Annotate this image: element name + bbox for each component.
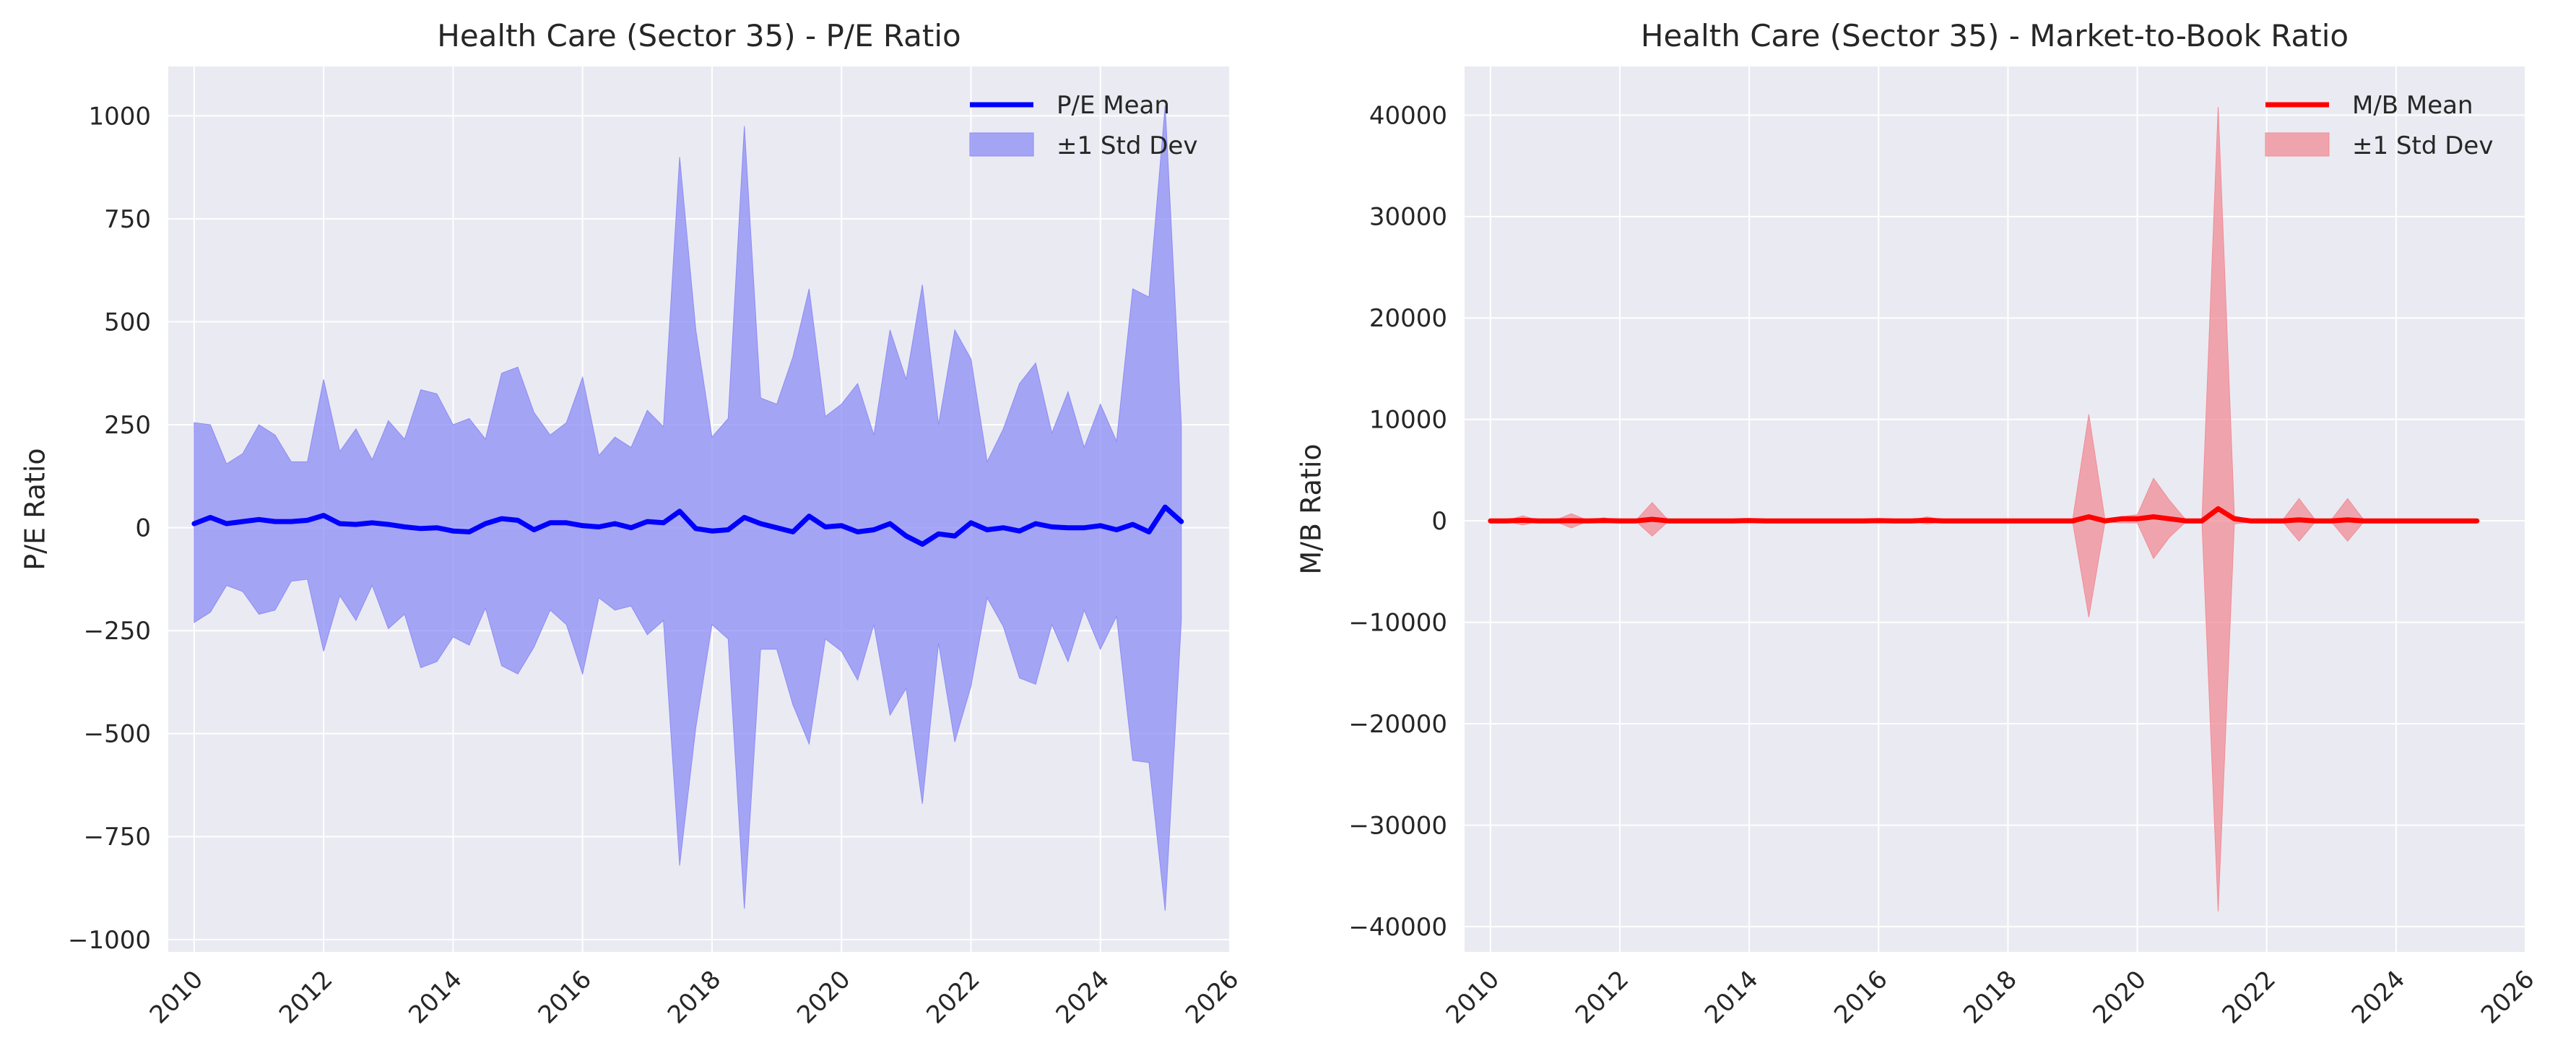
y-tick-label: −750 bbox=[84, 823, 151, 852]
y-tick-label: 0 bbox=[1431, 507, 1447, 536]
std-dev-band bbox=[194, 105, 1182, 911]
mb-ratio-chart: Health Care (Sector 35) - Market-to-Book… bbox=[1295, 18, 2540, 1030]
y-tick-label: −500 bbox=[84, 720, 151, 749]
plot-area bbox=[1465, 66, 2525, 952]
x-tick-label: 2010 bbox=[1441, 965, 1505, 1029]
y-tick-label: −40000 bbox=[1348, 913, 1447, 942]
y-tick-label: −1000 bbox=[68, 926, 151, 955]
y-tick-label: 40000 bbox=[1369, 101, 1447, 130]
x-tick-label: 2024 bbox=[1051, 965, 1115, 1029]
y-tick-label: −250 bbox=[84, 617, 151, 646]
x-tick-label: 2014 bbox=[1699, 965, 1764, 1029]
y-tick-label: 250 bbox=[104, 411, 151, 440]
legend: M/B Mean ±1 Std Dev bbox=[2265, 91, 2493, 160]
mean-line bbox=[191, 504, 1184, 547]
legend-label-std: ±1 Std Dev bbox=[1057, 131, 1197, 160]
legend: P/E Mean ±1 Std Dev bbox=[969, 91, 1197, 160]
y-tick-label: −20000 bbox=[1348, 710, 1447, 739]
y-axis-label: M/B Ratio bbox=[1295, 443, 1327, 574]
y-tick-label: −30000 bbox=[1348, 811, 1447, 840]
y-tick-label: 10000 bbox=[1369, 406, 1447, 435]
x-tick-label: 2022 bbox=[2217, 965, 2281, 1029]
y-tick-label: 30000 bbox=[1369, 203, 1447, 232]
plot-series bbox=[191, 105, 1184, 911]
grid bbox=[1465, 66, 2526, 952]
x-tick-label: 2026 bbox=[2476, 965, 2540, 1029]
legend-label-mean: M/B Mean bbox=[2352, 91, 2473, 120]
x-tick-label: 2026 bbox=[1180, 965, 1244, 1029]
legend-swatch-std bbox=[2265, 132, 2330, 157]
y-tick-label: 500 bbox=[104, 308, 151, 337]
pe-ratio-chart: Health Care (Sector 35) - P/E Ratio P/E … bbox=[19, 18, 1244, 1030]
x-tick-label: 2016 bbox=[533, 965, 597, 1029]
legend-label-std: ±1 Std Dev bbox=[2352, 131, 2493, 160]
x-tick-label: 2020 bbox=[792, 965, 856, 1029]
y-tick-label: 1000 bbox=[88, 102, 151, 131]
x-tick-label: 2018 bbox=[1958, 965, 2022, 1029]
chart-title: Health Care (Sector 35) - P/E Ratio bbox=[437, 18, 961, 53]
y-tick-label: −10000 bbox=[1348, 608, 1447, 637]
x-tick-label: 2022 bbox=[921, 965, 985, 1029]
x-tick-label: 2012 bbox=[274, 965, 338, 1029]
mean-line bbox=[1488, 506, 2480, 524]
legend-label-mean: P/E Mean bbox=[1057, 91, 1170, 120]
y-axis-label: P/E Ratio bbox=[19, 448, 51, 570]
y-tick-label: 750 bbox=[104, 205, 151, 234]
x-tick-label: 2016 bbox=[1829, 965, 1893, 1029]
x-tick-label: 2012 bbox=[1570, 965, 1634, 1029]
x-tick-label: 2014 bbox=[403, 965, 467, 1029]
y-tick-label: 20000 bbox=[1369, 304, 1447, 333]
x-tick-label: 2010 bbox=[144, 965, 209, 1029]
x-tick-label: 2024 bbox=[2346, 965, 2411, 1029]
x-tick-label: 2020 bbox=[2087, 965, 2151, 1029]
plot-series bbox=[1488, 107, 2480, 911]
x-tick-label: 2018 bbox=[662, 965, 727, 1029]
chart-title: Health Care (Sector 35) - Market-to-Book… bbox=[1641, 18, 2349, 53]
legend-swatch-std bbox=[969, 132, 1034, 157]
y-tick-label: 0 bbox=[135, 514, 151, 543]
